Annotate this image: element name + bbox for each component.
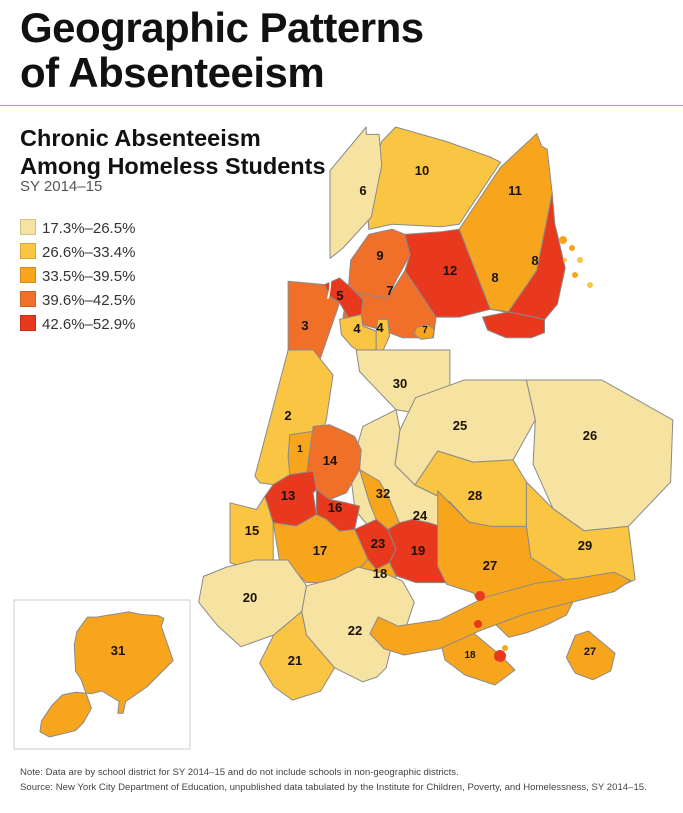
svg-text:21: 21 [288,653,302,668]
svg-text:14: 14 [323,453,338,468]
svg-text:7: 7 [386,283,393,298]
svg-text:3: 3 [301,318,308,333]
svg-text:4: 4 [376,320,384,335]
svg-text:25: 25 [453,418,467,433]
svg-text:18: 18 [373,566,387,581]
svg-text:23: 23 [371,536,385,551]
svg-text:32: 32 [376,486,390,501]
svg-text:31: 31 [111,643,125,658]
svg-text:28: 28 [468,488,482,503]
svg-text:27: 27 [584,646,596,658]
svg-text:27: 27 [483,558,497,573]
svg-text:30: 30 [393,376,407,391]
svg-text:19: 19 [411,543,425,558]
svg-text:8: 8 [531,253,538,268]
svg-text:22: 22 [348,623,362,638]
svg-text:5: 5 [336,288,343,303]
svg-text:10: 10 [415,163,429,178]
svg-text:2: 2 [284,408,291,423]
svg-text:24: 24 [413,508,428,523]
svg-text:7: 7 [422,325,428,336]
svg-text:26: 26 [583,428,597,443]
svg-text:13: 13 [281,488,295,503]
svg-text:15: 15 [245,523,259,538]
svg-text:1: 1 [297,444,303,455]
svg-text:4: 4 [353,321,361,336]
svg-text:12: 12 [443,263,457,278]
svg-text:9: 9 [376,248,383,263]
svg-text:6: 6 [359,183,366,198]
svg-text:11: 11 [508,183,522,198]
svg-text:16: 16 [328,500,342,515]
svg-text:17: 17 [313,543,327,558]
svg-text:8: 8 [491,270,498,285]
svg-text:18: 18 [464,650,476,661]
svg-text:20: 20 [243,590,257,605]
svg-text:29: 29 [578,538,592,553]
